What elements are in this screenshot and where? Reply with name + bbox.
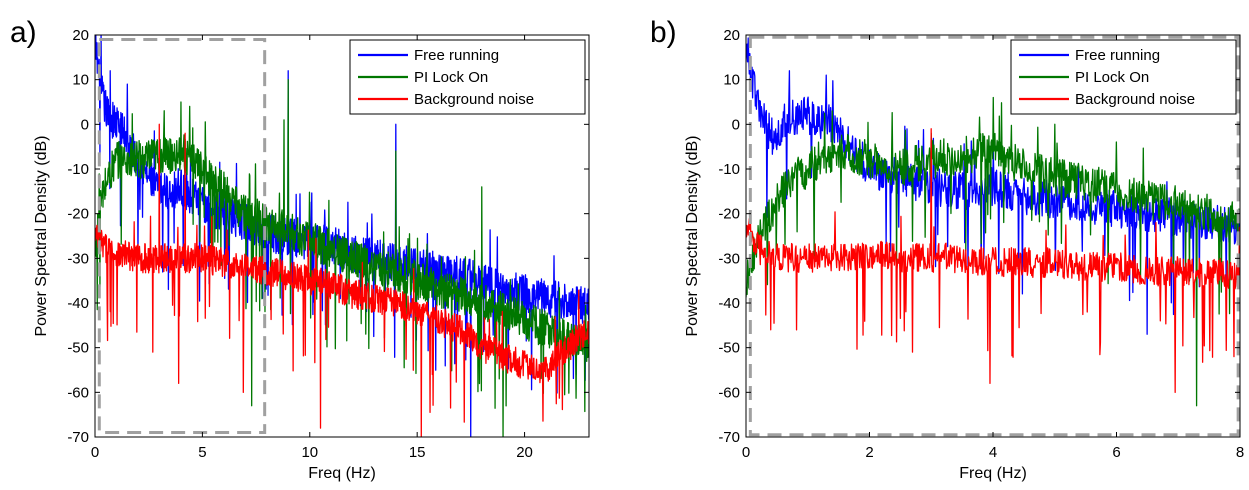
- panel-a-y-tick-label: 10: [72, 72, 89, 89]
- panel-b-series-free-running: [746, 37, 1240, 335]
- panel-b-zoom-box: [748, 35, 1240, 437]
- panel-b-y-tick-label: -30: [718, 250, 740, 267]
- panel-b-legend-label-free-running: Free running: [1075, 47, 1160, 64]
- panel-a-x-tick-label: 10: [301, 444, 318, 461]
- panel-a-legend-label-pi-lock-on: PI Lock On: [414, 69, 488, 86]
- panel-a-x-tick-label: 0: [91, 444, 99, 461]
- panel-a-legend-label-free-running: Free running: [414, 47, 499, 64]
- panel-b-y-tick-label: 20: [723, 27, 740, 44]
- panel-b-y-tick-label: -60: [718, 384, 740, 401]
- panel-b-chart: 0 2 4 6 8 -70 -60 -50 -40 -30 -20 -10 0 10 20 Freq (Hz)…: [650, 16, 1244, 482]
- panel-a-y-tick-label: -10: [67, 161, 89, 178]
- panel-b-x-axis-label: Freq (Hz): [959, 465, 1027, 482]
- panel-b-legend-label-background-noise: Background noise: [1075, 91, 1195, 108]
- panel-b-panel-label: b): [650, 16, 677, 49]
- panel-a-y-tick-label: -60: [67, 384, 89, 401]
- panel-b-legend: Free running PI Lock On Background noise: [1010, 39, 1237, 115]
- panel-b-series-pi-lock-on: [746, 96, 1240, 407]
- panel-b-y-tick-label: 0: [732, 116, 740, 133]
- panel-b-x-tick-label: 2: [865, 444, 873, 461]
- panel-a-x-tick-label: 20: [516, 444, 533, 461]
- panel-b-series-group: [746, 37, 1240, 407]
- panel-b-x-tick-label: 6: [1112, 444, 1120, 461]
- panel-a-y-axis-label: Power Spectral Density (dB): [33, 136, 50, 337]
- panel-a-x-tick-label: 15: [409, 444, 426, 461]
- panel-b-y-tick-label: -10: [718, 161, 740, 178]
- panel-a-y-tick-label: -70: [67, 429, 89, 446]
- panel-b-y-tick-label: -20: [718, 206, 740, 223]
- panel-b-x-tick-label: 8: [1236, 444, 1244, 461]
- panel-b-y-tick-label: 10: [723, 72, 740, 89]
- panel-a-y-tick-label: -40: [67, 295, 89, 312]
- panel-b-y-axis-label: Power Spectral Density (dB): [684, 136, 701, 337]
- panel-a-series-background-noise: [95, 123, 589, 437]
- panel-a-y-tick-label: -30: [67, 250, 89, 267]
- panel-a-panel-label: a): [10, 16, 37, 49]
- panel-b-series-background-noise: [746, 128, 1240, 393]
- panel-a-zoom-box: [97, 37, 267, 435]
- panel-a-x-tick-label: 5: [198, 444, 206, 461]
- panel-b-y-tick-label: -70: [718, 429, 740, 446]
- panel-b-y-tick-label: -40: [718, 295, 740, 312]
- panel-a-series-pi-lock-on: [95, 79, 589, 437]
- panel-a-legend-label-background-noise: Background noise: [414, 91, 534, 108]
- panel-a-y-tick-label: -20: [67, 206, 89, 223]
- panel-b-legend-label-pi-lock-on: PI Lock On: [1075, 69, 1149, 86]
- panel-a-y-tick-label: 20: [72, 27, 89, 44]
- panel-b-y-tick-label: -50: [718, 340, 740, 357]
- panel-a-y-tick-label: 0: [81, 116, 89, 133]
- panel-a-axes-frame: [94, 34, 590, 438]
- panel-b-x-tick-label: 0: [742, 444, 750, 461]
- panel-a-series-group: [95, 35, 589, 437]
- panel-a-legend: Free running PI Lock On Background noise: [349, 39, 586, 115]
- panel-a-x-axis-label: Freq (Hz): [308, 465, 376, 482]
- panel-a-chart: 0 5 10 15 20 -70 -60 -50 -40 -30 -20 -10 0 10 20 Freq (…: [10, 16, 590, 482]
- panel-a-y-tick-label: -50: [67, 340, 89, 357]
- panel-b-x-tick-label: 4: [989, 444, 997, 461]
